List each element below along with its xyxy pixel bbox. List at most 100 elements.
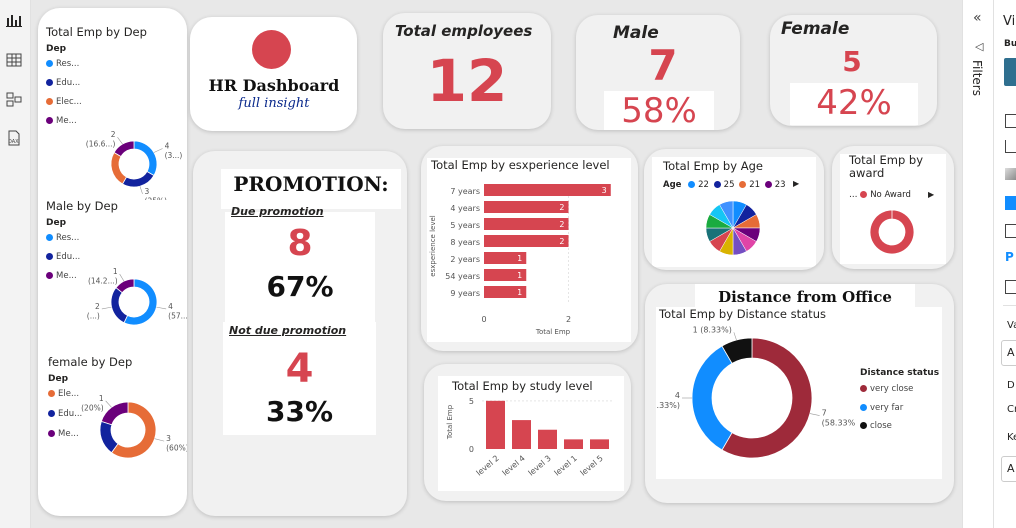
data-label-percent: (25%) bbox=[145, 196, 168, 200]
drill-field-well[interactable]: A bbox=[1001, 456, 1016, 482]
legend-item[interactable]: No Award bbox=[860, 190, 911, 200]
donut-slice[interactable] bbox=[110, 287, 129, 324]
legend-item[interactable]: Elec... bbox=[46, 97, 82, 107]
category-label: level 4 bbox=[501, 454, 527, 478]
collapse-filters-icon[interactable]: « bbox=[973, 10, 982, 26]
bar[interactable] bbox=[590, 439, 609, 449]
model-view-icon[interactable] bbox=[5, 91, 23, 107]
leader-line bbox=[733, 332, 737, 341]
leader-line bbox=[139, 186, 143, 195]
matrix-visual-icon[interactable] bbox=[1005, 224, 1016, 238]
donut-slice[interactable] bbox=[869, 209, 915, 255]
dax-query-icon[interactable]: DAX bbox=[5, 130, 23, 146]
leader-line bbox=[154, 438, 165, 442]
kpi-value: 5 bbox=[842, 45, 862, 78]
experience-bar-chart[interactable]: 7 years 3 4 years 2 5 years 2 8 years 2 2 years 1… bbox=[427, 178, 631, 338]
legend-item[interactable]: Me... bbox=[48, 429, 79, 439]
donut-slice[interactable] bbox=[133, 140, 158, 177]
report-view-icon[interactable] bbox=[5, 12, 23, 28]
legend-item[interactable]: Me... bbox=[46, 271, 77, 281]
y-axis-title: esxperience level bbox=[429, 215, 437, 276]
area-chart-icon[interactable] bbox=[1005, 168, 1016, 180]
legend-item[interactable]: Res... bbox=[46, 233, 79, 243]
legend-item[interactable]: 25 bbox=[712, 180, 735, 190]
logo-circle bbox=[252, 30, 291, 69]
right-pane: « ◁ Filters Vi Bu P Va A D Cr Ke A bbox=[962, 0, 1016, 528]
build-visual-icon[interactable] bbox=[1004, 58, 1016, 86]
header-title-box: HR Dashboard full insight bbox=[204, 71, 344, 119]
legend-item[interactable]: close bbox=[860, 421, 892, 431]
donut-slice[interactable] bbox=[691, 345, 733, 451]
values-field-well[interactable]: A bbox=[1001, 340, 1016, 366]
data-label-percent: (58.33%) bbox=[822, 419, 856, 428]
data-label-percent: (14.2...) bbox=[88, 277, 118, 286]
legend-item[interactable]: Me... bbox=[46, 116, 77, 126]
legend-item[interactable]: Ele... bbox=[48, 389, 79, 399]
legend-item[interactable]: 21 bbox=[737, 180, 760, 190]
data-label: 4 bbox=[168, 302, 173, 311]
filters-pane-label[interactable]: Filters bbox=[970, 60, 984, 96]
legend-item[interactable]: 22 bbox=[684, 180, 709, 190]
bar[interactable] bbox=[564, 439, 583, 449]
data-label: 2 bbox=[95, 302, 100, 311]
visualizations-label[interactable]: Vi bbox=[1003, 14, 1016, 29]
award-donut-chart[interactable] bbox=[866, 206, 918, 258]
legend-item[interactable]: Res... bbox=[46, 59, 79, 69]
study-column-chart[interactable]: 0 5 level 2 level 4 level 3 level 1 level 5 Tot… bbox=[438, 396, 624, 496]
chart-title: female by Dep bbox=[48, 355, 133, 369]
dashboard-subtitle: full insight bbox=[238, 96, 310, 111]
legend-item[interactable]: Edu... bbox=[48, 409, 82, 419]
legend-item[interactable]: 23 bbox=[763, 180, 786, 190]
data-label: 1 (8.33%) bbox=[693, 325, 732, 334]
x-tick-label: 0 bbox=[481, 315, 486, 324]
filter-funnel-icon[interactable]: ◁ bbox=[975, 40, 984, 53]
chart-title: Total Emp by study level bbox=[452, 379, 593, 393]
dashboard-title: HR Dashboard bbox=[208, 76, 340, 95]
python-visual-icon[interactable]: P bbox=[1005, 250, 1014, 264]
image-visual-icon[interactable] bbox=[1005, 280, 1016, 294]
table-visual-icon[interactable] bbox=[1005, 114, 1016, 128]
donut-slice[interactable] bbox=[721, 337, 753, 364]
dep-male-donut[interactable]: 4(57...) 2(...) 1(14.2...) bbox=[78, 260, 187, 340]
bar[interactable] bbox=[484, 184, 611, 196]
donut-slice[interactable] bbox=[121, 170, 155, 188]
bar[interactable] bbox=[484, 252, 527, 264]
build-visual-label[interactable]: Bu bbox=[1004, 39, 1016, 49]
donut-slice[interactable] bbox=[115, 278, 135, 294]
donut-slice[interactable] bbox=[110, 401, 157, 459]
donut-slice[interactable] bbox=[99, 420, 119, 454]
not-due-promotion-percent: 33% bbox=[265, 395, 334, 428]
legend-next-arrow-icon[interactable]: ▶ bbox=[793, 179, 800, 188]
cross-report-label: Cr bbox=[1007, 404, 1016, 415]
dep-female-donut[interactable]: 3(60%) 1(20%) bbox=[78, 388, 187, 474]
bar[interactable] bbox=[484, 218, 569, 230]
category-label: level 1 bbox=[553, 454, 579, 478]
distance-donut-chart[interactable]: 7(58.33%) 4(33.33%) 1 (8.33%) bbox=[656, 324, 856, 474]
data-label-percent: (...) bbox=[87, 311, 100, 320]
bar[interactable] bbox=[486, 400, 505, 449]
bar[interactable] bbox=[538, 429, 557, 449]
donut-slice[interactable] bbox=[721, 337, 813, 459]
leader-line bbox=[119, 273, 125, 282]
award-legend: … No Award bbox=[849, 190, 911, 200]
category-label: 4 years bbox=[450, 204, 480, 213]
table-view-icon[interactable] bbox=[5, 52, 23, 68]
bar[interactable] bbox=[512, 420, 531, 449]
donut-slice[interactable] bbox=[113, 140, 135, 158]
bar[interactable] bbox=[484, 269, 527, 281]
donut-slice[interactable] bbox=[100, 401, 129, 426]
legend-next-arrow-icon[interactable]: ▶ bbox=[928, 190, 935, 199]
legend-item[interactable]: Edu... bbox=[46, 252, 80, 262]
bar[interactable] bbox=[484, 201, 569, 213]
pie-slice[interactable] bbox=[719, 200, 734, 229]
age-pie-chart[interactable] bbox=[704, 199, 762, 257]
dep-total-donut[interactable]: 4(3...) 3(25%) 2(16.6...) bbox=[78, 120, 187, 200]
line-chart-icon[interactable] bbox=[1005, 140, 1016, 153]
legend-item[interactable]: Edu... bbox=[46, 78, 80, 88]
legend-item[interactable]: very close bbox=[860, 384, 913, 394]
bar[interactable] bbox=[484, 286, 527, 298]
donut-slice[interactable] bbox=[110, 151, 128, 185]
bar[interactable] bbox=[484, 235, 569, 247]
legend-item[interactable]: very far bbox=[860, 403, 903, 413]
selected-visual-icon[interactable] bbox=[1005, 196, 1016, 210]
